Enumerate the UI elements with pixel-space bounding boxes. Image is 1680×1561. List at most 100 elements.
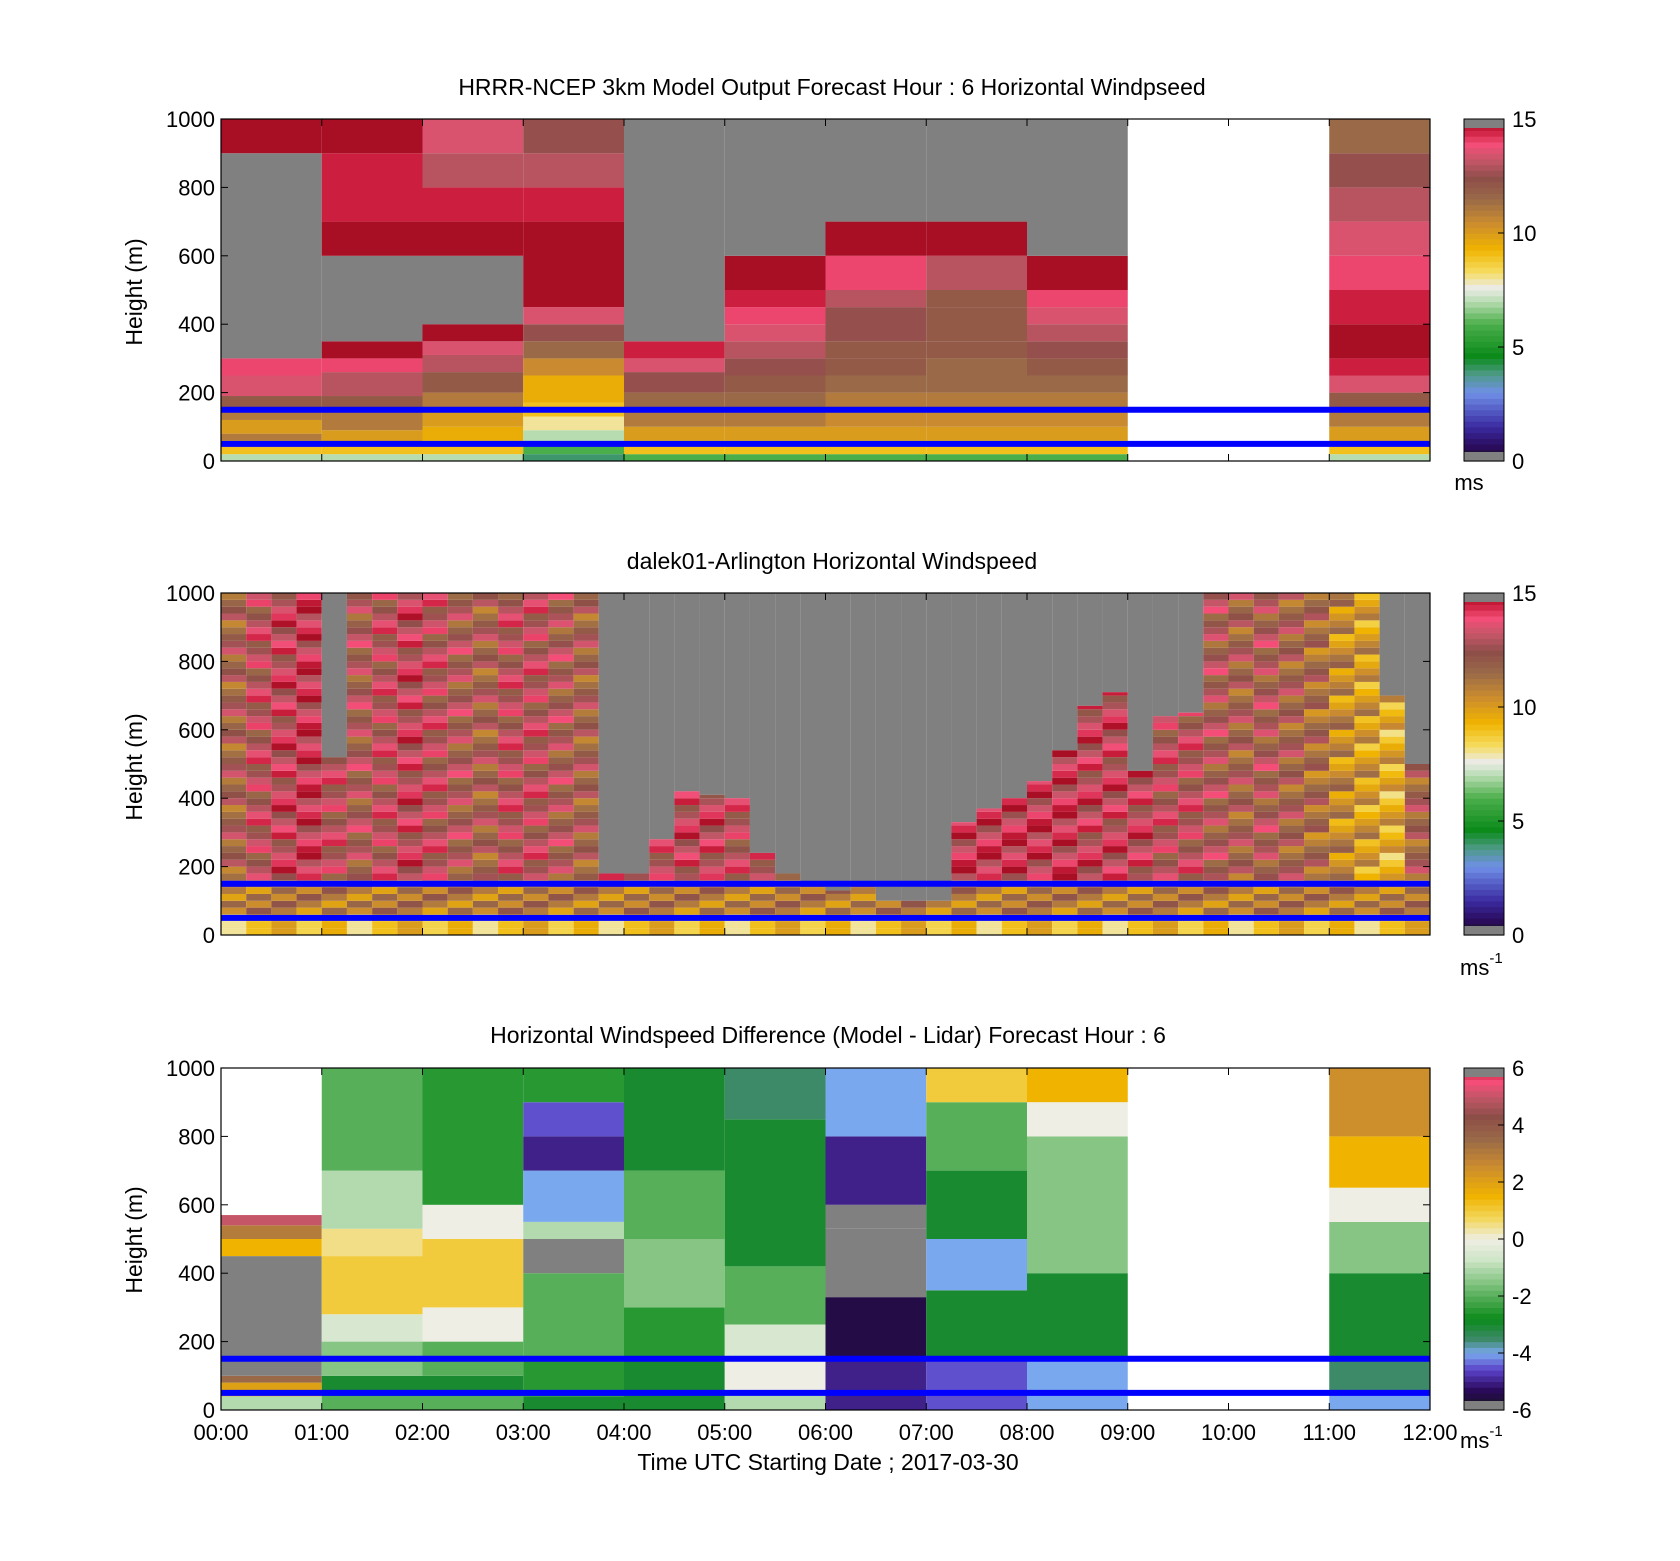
heatmap-cell: [397, 668, 423, 676]
heatmap-cell: [346, 593, 373, 600]
heatmap-cell: [1203, 770, 1229, 778]
heatmap-cell: [1329, 324, 1430, 359]
colorbar-cell: [1464, 1096, 1504, 1103]
heatmap-cell: [548, 675, 574, 682]
colorbar-cell: [1464, 238, 1504, 245]
heatmap-cell: [372, 921, 398, 929]
colorbar-cell: [1464, 872, 1504, 879]
heatmap-cell: [1077, 846, 1103, 853]
heatmap-cell: [1304, 757, 1330, 764]
heatmap-cell: [523, 729, 549, 737]
heatmap-cell: [221, 866, 247, 874]
heatmap-cell: [1228, 599, 1254, 607]
heatmap-cell: [1228, 606, 1254, 614]
heatmap-cell: [1001, 839, 1027, 847]
heatmap-cell: [724, 873, 750, 881]
heatmap-cell: [1404, 852, 1430, 860]
heatmap-cell: [1102, 887, 1128, 894]
heatmap-cell: [724, 409, 826, 427]
colorbar-cell: [1464, 255, 1504, 263]
heatmap-cell: [1127, 859, 1153, 867]
heatmap-cell: [1102, 791, 1128, 799]
heatmap-cell: [1278, 900, 1305, 908]
heatmap-cell: [1253, 599, 1279, 607]
heatmap-cell: [624, 426, 725, 441]
heatmap-cell: [573, 798, 599, 806]
colorbar-cell: [1464, 421, 1504, 428]
heatmap-cell: [1304, 893, 1330, 901]
heatmap-cell: [1329, 695, 1355, 703]
heatmap-cell: [573, 675, 599, 682]
x-tick-label: 06:00: [798, 1420, 853, 1445]
heatmap-cell: [674, 818, 700, 826]
colorbar-cell: [1464, 1216, 1504, 1223]
heatmap-cell: [548, 839, 574, 847]
heatmap-cell: [1127, 839, 1153, 847]
heatmap-cell: [422, 743, 448, 751]
colorbar-unit: ms-1: [1460, 950, 1503, 980]
heatmap-cell: [523, 866, 549, 874]
heatmap-cell: [346, 825, 373, 833]
colorbar-cell: [1464, 843, 1504, 851]
heatmap-cell: [724, 324, 826, 342]
heatmap-cell: [523, 846, 549, 853]
y-tick-label: 800: [178, 649, 215, 674]
heatmap-cell: [825, 1228, 927, 1298]
heatmap-cell: [1329, 743, 1355, 751]
heatmap-cell: [624, 893, 650, 901]
heatmap-cell: [1001, 798, 1027, 806]
heatmap-cell: [1077, 866, 1103, 874]
colorbar-cell: [1464, 443, 1504, 451]
colorbar-cell: [1464, 272, 1504, 280]
heatmap-cell: [296, 832, 322, 840]
heatmap-cell: [1228, 702, 1254, 710]
heatmap-cell: [1304, 866, 1330, 874]
heatmap-cell: [1253, 852, 1279, 860]
heatmap-cell: [1203, 654, 1229, 662]
heatmap-cell: [1379, 791, 1405, 799]
heatmap-cell: [951, 852, 977, 860]
heatmap-cell: [1304, 634, 1330, 641]
colorbar-cell: [1464, 1102, 1504, 1109]
heatmap-cell: [1253, 900, 1279, 908]
heatmap-cell: [321, 358, 423, 373]
heatmap-cell: [976, 846, 1002, 853]
heatmap-cell: [1329, 1358, 1430, 1393]
colorbar-cell: [1464, 1278, 1504, 1286]
heatmap-cell: [321, 805, 347, 812]
heatmap-cell: [976, 893, 1002, 901]
heatmap-cell: [1329, 757, 1355, 764]
heatmap-cell: [1127, 811, 1153, 819]
heatmap-cell: [523, 1136, 624, 1171]
heatmap-cell: [221, 709, 247, 717]
heatmap-cell: [825, 1358, 927, 1410]
heatmap-cell: [1228, 784, 1254, 792]
heatmap-cell: [1228, 846, 1254, 853]
heatmap-cell: [548, 613, 574, 621]
heatmap-cell: [498, 613, 524, 621]
colorbar-cell: [1464, 415, 1504, 422]
heatmap-cell: [372, 593, 398, 600]
heatmap-cell: [724, 900, 750, 908]
y-tick-label: 200: [178, 855, 215, 880]
heatmap-cell: [221, 729, 247, 737]
heatmap-cell: [498, 647, 524, 655]
heatmap-cell: [523, 654, 549, 662]
heatmap-cell: [1001, 593, 1027, 799]
heatmap-cell: [221, 654, 247, 662]
heatmap-cell: [1329, 866, 1355, 874]
heatmap-cell: [800, 893, 826, 901]
heatmap-cell: [221, 454, 322, 461]
heatmap-cell: [749, 928, 776, 935]
heatmap-cell: [271, 825, 297, 833]
heatmap-cell: [976, 873, 1002, 881]
heatmap-cell: [447, 839, 473, 847]
x-tick-label: 08:00: [999, 1420, 1054, 1445]
heatmap-cell: [296, 791, 322, 799]
heatmap-cell: [1354, 893, 1380, 901]
heatmap-cell: [221, 647, 247, 655]
heatmap-cell: [573, 647, 599, 655]
heatmap-cell: [724, 1392, 826, 1410]
heatmap-cell: [800, 887, 826, 894]
heatmap-cell: [926, 1290, 1027, 1359]
